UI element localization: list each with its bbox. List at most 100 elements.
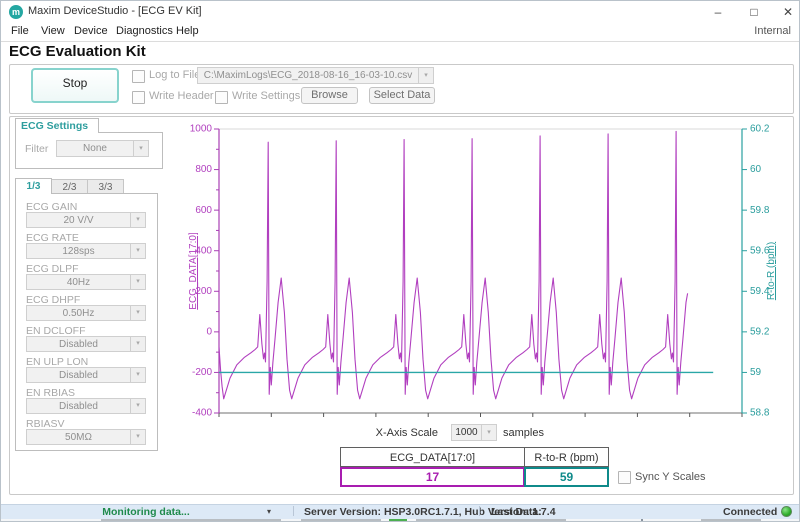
field-label-ecg-gain: ECG GAIN <box>26 201 78 213</box>
readout-header-1: R-to-R (bpm) <box>524 447 609 467</box>
field-value: Disabled <box>59 400 98 412</box>
field-label-en-ulp-lon: EN ULP LON <box>26 356 89 368</box>
menu-device[interactable]: Device <box>74 25 108 37</box>
close-button[interactable]: ✕ <box>782 5 794 19</box>
field-combo-ecg-dlpf[interactable]: 40Hz ▾ <box>26 274 146 290</box>
field-value: Disabled <box>59 338 98 350</box>
right-axis-tick-label: 59 <box>750 367 762 378</box>
browse-button[interactable]: Browse <box>301 87 358 104</box>
field-label-en-rbias: EN RBIAS <box>26 387 76 399</box>
chevron-down-icon[interactable]: ▾ <box>130 368 145 382</box>
right-axis-tick-label: 59.2 <box>750 326 770 337</box>
write-settings-label: Write Settings <box>232 90 301 102</box>
readout-value-1: 59 <box>524 467 609 487</box>
field-label-en-dcloff: EN DCLOFF <box>26 325 86 337</box>
left-axis-tick-label: -400 <box>192 408 212 419</box>
connected-led-icon <box>781 506 792 517</box>
left-axis-tick-label: 200 <box>195 286 212 297</box>
x-axis-scale-label: X-Axis Scale <box>375 427 438 439</box>
menu-bar: File View Device Diagnostics Help Internal <box>1 23 799 42</box>
field-combo-en-dcloff[interactable]: Disabled ▾ <box>26 336 146 352</box>
field-combo-en-ulp-lon[interactable]: Disabled ▾ <box>26 367 146 383</box>
settings-page-tab-2-3[interactable]: 2/3 <box>51 179 88 194</box>
x-axis-scale-value: 1000 <box>455 427 478 438</box>
left-axis-title: ECG_DATA[17:0] <box>188 232 199 310</box>
minimize-button[interactable]: – <box>714 5 722 19</box>
file-path-value: C:\MaximLogs\ECG_2018-08-16_16-03-10.csv <box>203 70 413 81</box>
chevron-down-icon[interactable]: ▾ <box>481 425 496 440</box>
chevron-down-icon[interactable]: ▾ <box>130 430 145 444</box>
chevron-down-icon[interactable]: ▾ <box>130 213 145 227</box>
field-combo-ecg-rate[interactable]: 128sps ▾ <box>26 243 146 259</box>
chevron-down-icon[interactable]: ▾ <box>130 244 145 258</box>
readout-header-0: ECG_DATA[17:0] <box>340 447 525 467</box>
settings-page-tab-3-3[interactable]: 3/3 <box>87 179 124 194</box>
stop-button[interactable]: Stop <box>31 68 119 103</box>
last-data-label: Last Data: <box>491 506 542 518</box>
ecg-chart[interactable]: 1000 800 600 400 200 0 -200 -400 60.2 60 59.8 59.6 5… <box>186 121 796 426</box>
write-header-checkbox[interactable] <box>132 91 145 104</box>
left-axis-tick-label: -200 <box>192 367 212 378</box>
chevron-down-icon[interactable]: ▾ <box>418 68 433 83</box>
menu-view[interactable]: View <box>41 25 65 37</box>
internal-label: Internal <box>754 25 791 37</box>
title-bar: m Maxim DeviceStudio - [ECG EV Kit] – □ … <box>1 1 799 24</box>
cutoff-content-strip <box>1 519 799 521</box>
status-bar: Monitoring data... ▾ Server Version: HSP… <box>1 504 799 519</box>
field-value: 50MΩ <box>65 431 92 443</box>
right-axis-tick-label: 60 <box>750 164 762 175</box>
sync-y-scales-checkbox[interactable] <box>618 471 631 484</box>
series-0 <box>218 130 689 400</box>
field-value: 0.50Hz <box>62 307 95 319</box>
field-label-ecg-rate: ECG RATE <box>26 232 79 244</box>
x-axis-scale-combo[interactable]: 1000 ▾ <box>451 424 497 441</box>
chevron-down-icon[interactable]: ▾ <box>130 275 145 289</box>
sync-y-scales-label: Sync Y Scales <box>635 471 706 483</box>
write-settings-checkbox[interactable] <box>215 91 228 104</box>
settings-page-tab-1-3[interactable]: 1/3 <box>15 178 52 194</box>
menu-file[interactable]: File <box>11 25 29 37</box>
left-axis-tick-label: 1000 <box>190 124 213 135</box>
status-separator <box>293 506 294 516</box>
field-value: 128sps <box>62 245 95 257</box>
field-label-rbiasv: RBIASV <box>26 418 65 430</box>
right-axis-tick-label: 59.6 <box>750 245 770 256</box>
write-header-label: Write Header <box>149 90 214 102</box>
left-axis-tick-label: 0 <box>206 326 212 337</box>
ecg-settings-tab[interactable]: ECG Settings <box>15 118 99 133</box>
field-combo-en-rbias[interactable]: Disabled ▾ <box>26 398 146 414</box>
menu-help[interactable]: Help <box>176 25 199 37</box>
select-data-button[interactable]: Select Data <box>369 87 435 104</box>
status-message: Monitoring data... <box>102 506 190 518</box>
filter-label: Filter <box>25 143 49 155</box>
field-combo-rbiasv[interactable]: 50MΩ ▾ <box>26 429 146 445</box>
right-axis-tick-label: 60.2 <box>750 124 770 135</box>
maximize-button[interactable]: □ <box>750 5 758 19</box>
right-axis-tick-label: 59.4 <box>750 286 770 297</box>
field-value: 20 V/V <box>63 214 94 226</box>
log-to-file-checkbox[interactable] <box>132 70 145 83</box>
page-title: ECG Evaluation Kit <box>9 43 146 60</box>
filter-combo[interactable]: None ▾ <box>56 140 149 157</box>
connected-label: Connected <box>723 506 778 518</box>
menu-diagnostics[interactable]: Diagnostics <box>116 25 173 37</box>
field-combo-ecg-dhpf[interactable]: 0.50Hz ▾ <box>26 305 146 321</box>
filter-value: None <box>83 143 107 154</box>
chevron-down-icon[interactable]: ▾ <box>130 337 145 351</box>
chevron-down-icon[interactable]: ▾ <box>133 141 148 156</box>
right-axis-tick-label: 59.8 <box>750 205 770 216</box>
chevron-down-icon[interactable]: ▾ <box>130 306 145 320</box>
samples-label: samples <box>503 427 544 439</box>
right-axis-title: R-to-R (bpm) <box>766 242 777 300</box>
status-dropdown-icon[interactable]: ▾ <box>267 507 272 516</box>
app-icon: m <box>9 5 23 19</box>
field-combo-ecg-gain[interactable]: 20 V/V ▾ <box>26 212 146 228</box>
field-label-ecg-dlpf: ECG DLPF <box>26 263 79 275</box>
right-axis-tick-label: 58.8 <box>750 408 770 419</box>
left-axis-tick-label: 400 <box>195 245 212 256</box>
chevron-down-icon[interactable]: ▾ <box>130 399 145 413</box>
file-path-combo[interactable]: C:\MaximLogs\ECG_2018-08-16_16-03-10.csv… <box>197 67 434 84</box>
status-separator <box>479 506 480 516</box>
field-label-ecg-dhpf: ECG DHPF <box>26 294 81 306</box>
